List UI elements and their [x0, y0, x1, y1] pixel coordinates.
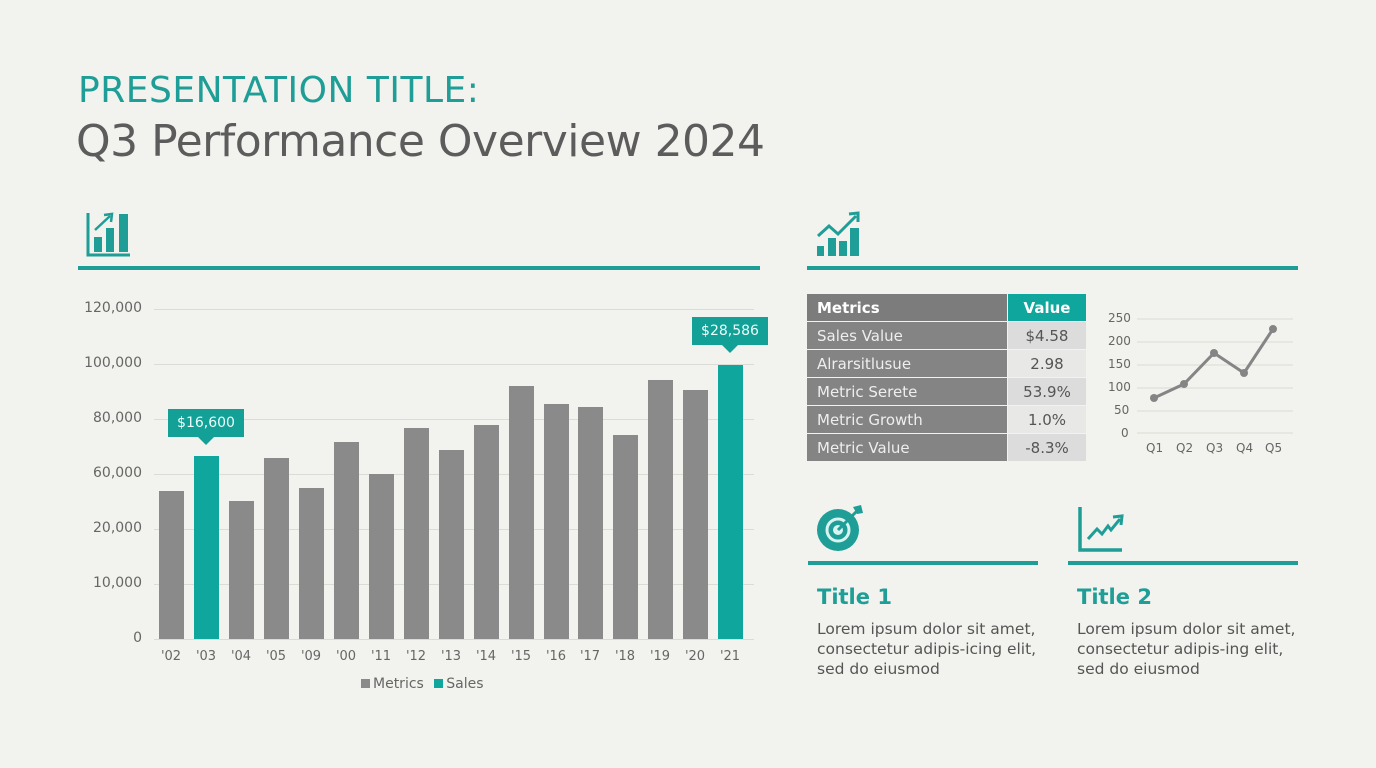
y-tick: 60,000: [93, 465, 142, 481]
metric-name: Alrarsitlusue: [806, 349, 1008, 378]
bar-chart-growth-icon: [86, 211, 132, 257]
bar-17[interactable]: [578, 407, 603, 639]
card-body: Lorem ipsum dolor sit amet, consectetur …: [1077, 620, 1296, 678]
x-tick: Q2: [1176, 441, 1194, 455]
metric-value: $4.58: [1007, 321, 1087, 350]
bar-19[interactable]: [648, 380, 673, 639]
legend-swatch-metrics: [361, 679, 370, 688]
metric-name: Metric Growth: [806, 405, 1008, 434]
metric-value: 1.0%: [1007, 405, 1087, 434]
x-tick: '18: [614, 649, 636, 664]
gridline: [154, 309, 754, 310]
gridline: [154, 364, 754, 365]
section-divider-left: [78, 266, 760, 270]
y-tick: 80,000: [93, 410, 142, 426]
value-callout-21: $28,586: [692, 317, 768, 353]
bar-11[interactable]: [369, 474, 394, 639]
legend-item-sales[interactable]: Sales: [434, 676, 484, 692]
y-tick: 20,000: [93, 520, 142, 536]
section-divider-right: [807, 266, 1298, 270]
x-tick: Q4: [1236, 441, 1254, 455]
metric-name: Metric Serete: [806, 377, 1008, 406]
baseline: [154, 639, 754, 640]
bar-04[interactable]: [229, 501, 254, 639]
y-tick: 0: [1121, 426, 1129, 440]
metric-value: -8.3%: [1007, 433, 1087, 462]
chart-legend: Metrics Sales: [361, 676, 484, 692]
x-tick: '20: [684, 649, 706, 664]
y-tick: 10,000: [93, 575, 142, 591]
x-tick: '13: [440, 649, 462, 664]
bar-09[interactable]: [299, 488, 324, 639]
x-tick: '11: [370, 649, 392, 664]
x-tick: '19: [649, 649, 671, 664]
trend-bars-icon: [816, 210, 862, 258]
table-row: Metric Value -8.3%: [806, 433, 1087, 462]
legend-label-metrics: Metrics: [373, 676, 424, 692]
table-row: Alrarsitlusue 2.98: [806, 349, 1087, 378]
x-tick: '02: [160, 649, 182, 664]
card-divider: [1068, 561, 1298, 565]
y-tick: 100,000: [84, 355, 142, 371]
x-tick: '21: [719, 649, 741, 664]
metric-value: 53.9%: [1007, 377, 1087, 406]
x-tick: '00: [335, 649, 357, 664]
legend-label-sales: Sales: [446, 676, 484, 692]
x-tick: Q5: [1265, 441, 1283, 455]
bar-03-sales[interactable]: [194, 456, 219, 639]
bar-21-sales[interactable]: [718, 365, 743, 639]
target-icon: [817, 504, 865, 552]
bar-13[interactable]: [439, 450, 464, 639]
value-callout-03: $16,600: [168, 409, 244, 445]
card-divider: [808, 561, 1038, 565]
metric-value: 2.98: [1007, 349, 1087, 378]
column-header-value: Value: [1007, 293, 1087, 322]
legend-item-metrics[interactable]: Metrics: [361, 676, 424, 692]
x-tick: '16: [545, 649, 567, 664]
table-header-row: Metrics Value: [806, 293, 1087, 322]
x-tick: '03: [195, 649, 217, 664]
card-title: Title 1: [817, 585, 892, 609]
bar-15[interactable]: [509, 386, 534, 639]
y-tick: 200: [1108, 334, 1131, 348]
y-tick: 120,000: [84, 300, 142, 316]
bar-16[interactable]: [544, 404, 569, 639]
y-tick: 0: [133, 630, 142, 646]
x-tick: Q1: [1146, 441, 1164, 455]
x-tick: Q3: [1206, 441, 1224, 455]
y-tick: 150: [1108, 357, 1131, 371]
x-tick: '12: [405, 649, 427, 664]
x-tick: '15: [510, 649, 532, 664]
bar-00[interactable]: [334, 442, 359, 639]
metrics-table: Metrics Value Sales Value $4.58 Alrarsit…: [806, 293, 1087, 462]
column-header-metrics: Metrics: [806, 293, 1008, 322]
bar-18[interactable]: [613, 435, 638, 639]
bar-12[interactable]: [404, 428, 429, 639]
y-tick: 50: [1114, 403, 1130, 417]
card-body: Lorem ipsum dolor sit amet, consectetur …: [817, 620, 1037, 678]
presentation-eyebrow: PRESENTATION TITLE:: [78, 70, 480, 111]
metric-name: Sales Value: [806, 321, 1008, 350]
x-tick: '09: [300, 649, 322, 664]
table-row: Metric Growth 1.0%: [806, 405, 1087, 434]
x-tick: '17: [579, 649, 601, 664]
metric-name: Metric Value: [806, 433, 1008, 462]
bar-02[interactable]: [159, 491, 184, 639]
card-title: Title 2: [1077, 585, 1152, 609]
x-tick: '05: [265, 649, 287, 664]
bar-20[interactable]: [683, 390, 708, 639]
x-tick: '14: [475, 649, 497, 664]
y-tick: 250: [1108, 311, 1131, 325]
legend-swatch-sales: [434, 679, 444, 688]
gridline: [154, 419, 754, 420]
table-row: Metric Serete 53.9%: [806, 377, 1087, 406]
page-title: Q3 Performance Overview 2024: [76, 116, 765, 167]
line-chart-plot: [1137, 318, 1293, 434]
line-trend-icon: [1077, 506, 1125, 554]
table-row: Sales Value $4.58: [806, 321, 1087, 350]
bar-05[interactable]: [264, 458, 289, 639]
y-tick: 100: [1108, 380, 1131, 394]
x-tick: '04: [230, 649, 252, 664]
bar-14[interactable]: [474, 425, 499, 639]
